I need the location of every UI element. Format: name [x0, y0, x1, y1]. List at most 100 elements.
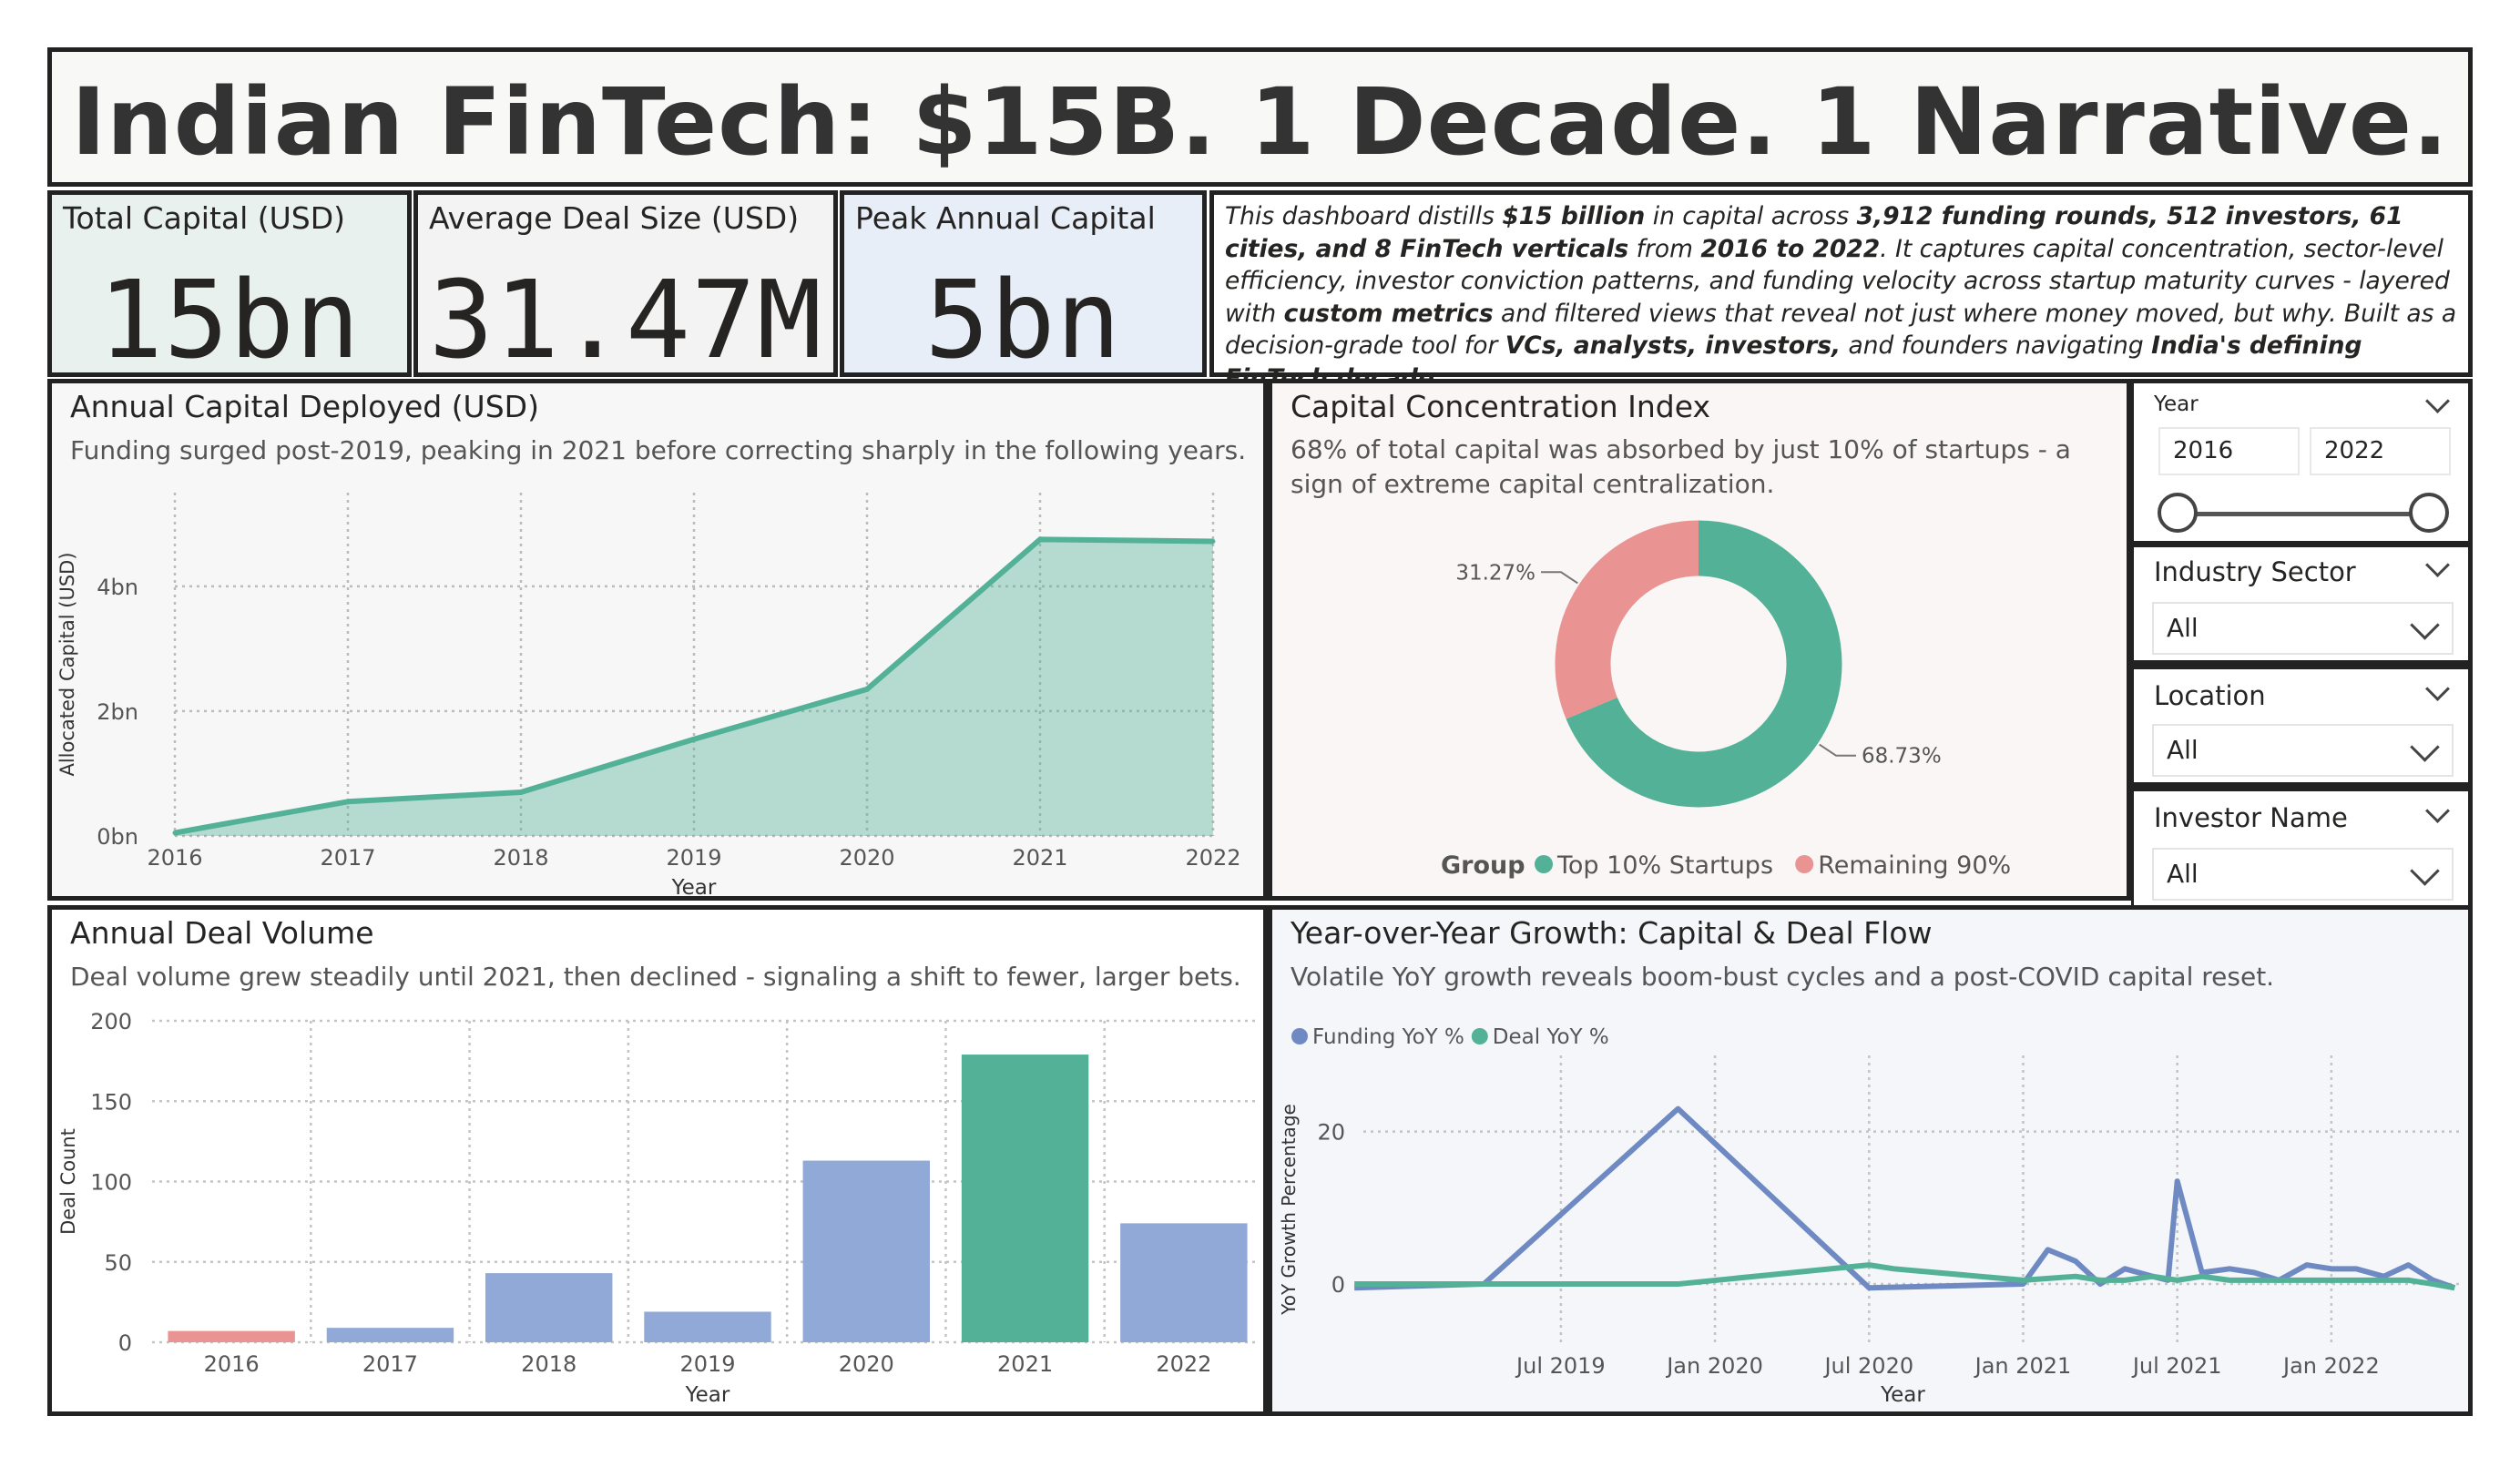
y-tick-label: 2bn — [97, 699, 138, 725]
volume-chart-title: Annual Deal Volume — [70, 915, 374, 951]
description-box: This dashboard distills $15 billion in c… — [1209, 190, 2473, 392]
legend-label: Deal YoY % — [1493, 1025, 1609, 1049]
data-point — [172, 830, 178, 836]
x-axis-label: Year — [671, 876, 717, 898]
concentration-chart-subtitle: 68% of total capital was absorbed by jus… — [1291, 434, 2071, 499]
y-tick-label: 50 — [104, 1250, 132, 1276]
year-range-handle-end[interactable] — [2409, 493, 2449, 533]
y-axis-label: Allocated Capital (USD) — [56, 552, 78, 776]
data-point — [691, 737, 697, 742]
data-point — [1210, 538, 1216, 544]
description-text: This dashboard distills $15 billion in c… — [1225, 200, 2459, 394]
year-range-track[interactable] — [2179, 512, 2425, 516]
area-fill — [175, 539, 1213, 836]
chevron-down-icon — [2410, 732, 2440, 762]
series-line — [1354, 1262, 2455, 1291]
y-tick-label: 100 — [90, 1170, 132, 1196]
location-slicer-label: Location — [2154, 680, 2266, 711]
x-tick-label: 2021 — [1012, 845, 1067, 871]
chevron-down-icon — [2410, 610, 2440, 640]
bar — [326, 1328, 454, 1342]
year-to-input[interactable]: 2022 — [2310, 427, 2451, 475]
bar — [485, 1273, 613, 1342]
x-tick-label: 2016 — [147, 845, 202, 871]
data-point — [1037, 536, 1043, 542]
x-tick-label: 2018 — [521, 1351, 576, 1377]
x-tick-label: Jan 2021 — [1974, 1353, 2072, 1379]
chevron-down-icon[interactable] — [2425, 799, 2450, 823]
bar — [1120, 1223, 1248, 1342]
investor-slicer[interactable]: Investor Name All — [2131, 787, 2473, 911]
series-line — [1354, 1105, 2456, 1291]
year-slicer[interactable]: Year 2016 2022 — [2131, 379, 2473, 545]
sector-dropdown-value: All — [2167, 613, 2199, 643]
kpi-average-deal-size: Average Deal Size (USD) 31.47M — [413, 190, 838, 382]
data-point — [345, 799, 351, 804]
description-segment: . It captures capital concentration, sec… — [1225, 234, 2450, 328]
y-tick-label: 0 — [118, 1330, 132, 1356]
x-axis-label: Year — [685, 1383, 730, 1407]
kpi-label: Total Capital (USD) — [63, 200, 346, 236]
description-highlight: VCs, analysts, investors, — [1505, 331, 1842, 360]
y-tick-label: 0 — [1331, 1272, 1345, 1298]
kpi-value: 15bn — [97, 257, 362, 382]
concentration-panel: Capital Concentration Index 68% of total… — [1268, 379, 2131, 901]
data-point — [864, 687, 870, 692]
chevron-down-icon — [2410, 856, 2440, 886]
leader-line — [1819, 743, 1856, 757]
x-axis-label: Year — [1880, 1383, 1925, 1407]
donut-slice — [1566, 520, 1842, 808]
description-segment: This dashboard distills — [1225, 202, 1503, 230]
description-segment: from — [1628, 234, 1701, 263]
capital-chart-subtitle: Funding surged post-2019, peaking in 202… — [70, 435, 1247, 465]
description-highlight: $15 billion — [1502, 202, 1646, 230]
yoy-panel: Year-over-Year Growth: Capital & Deal Fl… — [1268, 905, 2473, 1416]
y-tick-label: 4bn — [97, 575, 138, 600]
x-tick-label: 2018 — [493, 845, 548, 871]
x-tick-label: 2016 — [204, 1351, 260, 1377]
yoy-chart-title: Year-over-Year Growth: Capital & Deal Fl… — [1291, 915, 1933, 951]
investor-slicer-label: Investor Name — [2154, 802, 2348, 833]
legend-marker — [1291, 1028, 1308, 1044]
description-segment: and filtered views that reveal not just … — [1225, 299, 2457, 361]
description-segment: . — [1433, 363, 1443, 392]
chevron-down-icon[interactable] — [2425, 553, 2450, 577]
description-highlight: custom metrics — [1283, 299, 1494, 328]
donut-slice — [1555, 520, 1699, 719]
y-axis-label: Deal Count — [57, 1128, 79, 1235]
kpi-label: Peak Annual Capital — [855, 200, 1156, 236]
kpi-total-capital: Total Capital (USD) 15bn — [47, 190, 412, 382]
yoy-chart-subtitle: Volatile YoY growth reveals boom-bust cy… — [1291, 962, 2275, 992]
year-to-value: 2022 — [2324, 437, 2385, 464]
x-tick-label: Jul 2021 — [2131, 1353, 2222, 1379]
chevron-down-icon[interactable] — [2425, 389, 2450, 413]
legend-label: Funding YoY % — [1312, 1025, 1464, 1049]
investor-dropdown-value: All — [2167, 859, 2199, 889]
bar — [961, 1055, 1089, 1342]
year-range-handle-start[interactable] — [2158, 493, 2198, 533]
x-tick-label: Jan 2020 — [1665, 1353, 1763, 1379]
sector-slicer-label: Industry Sector — [2154, 556, 2356, 587]
donut-value-label: 31.27% — [1455, 561, 1535, 585]
x-tick-label: Jul 2019 — [1515, 1353, 1606, 1379]
x-tick-label: 2017 — [320, 845, 375, 871]
bar — [168, 1330, 295, 1342]
description-segment: and founders navigating — [1841, 331, 2152, 360]
legend-marker — [1471, 1028, 1488, 1044]
legend-title: Group — [1441, 851, 1525, 880]
sector-dropdown[interactable]: All — [2152, 602, 2454, 655]
kpi-label: Average Deal Size (USD) — [429, 200, 800, 236]
y-tick-label: 200 — [90, 1009, 132, 1034]
donut-value-label: 68.73% — [1862, 745, 1942, 769]
sector-slicer[interactable]: Industry Sector All — [2131, 543, 2473, 665]
leader-line — [1541, 571, 1578, 585]
chevron-down-icon[interactable] — [2425, 677, 2450, 701]
legend-label: Remaining 90% — [1818, 851, 2011, 880]
investor-dropdown[interactable]: All — [2152, 848, 2454, 901]
year-from-input[interactable]: 2016 — [2158, 427, 2300, 475]
x-tick-label: 2021 — [997, 1351, 1053, 1377]
header-banner: Indian FinTech: $15B. 1 Decade. 1 Narrat… — [47, 47, 2473, 187]
location-dropdown[interactable]: All — [2152, 724, 2454, 777]
location-slicer[interactable]: Location All — [2131, 665, 2473, 787]
volume-panel: Annual Deal Volume Deal volume grew stea… — [47, 905, 1268, 1416]
